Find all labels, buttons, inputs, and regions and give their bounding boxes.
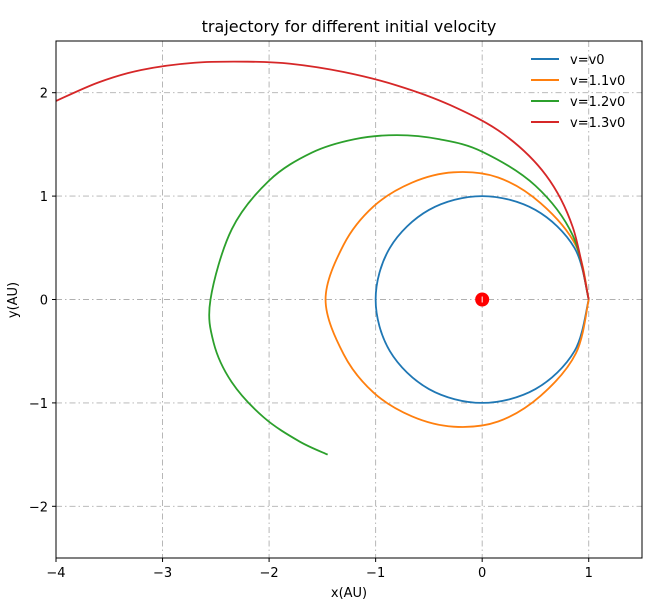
legend-label-v-1-1v0: v=1.1v0 (570, 74, 625, 89)
axis-ticks: −4 −3 −2 −1 0 1 −2 −1 0 1 2 (29, 87, 593, 581)
legend-label-v-1-3v0: v=1.3v0 (570, 116, 625, 131)
series-line-v-1-2v0 (208, 134, 590, 456)
x-tick-label: −2 (260, 566, 279, 581)
x-axis-label: x(AU) (331, 586, 367, 601)
y-tick-label: −1 (29, 397, 48, 412)
series-lines (55, 60, 590, 456)
x-tick-label: 0 (478, 566, 486, 581)
series-line-v-v0 (374, 195, 590, 404)
y-tick-label: 1 (40, 190, 48, 205)
y-tick-label: −2 (29, 500, 48, 515)
y-tick-label: 2 (40, 87, 48, 102)
x-tick-label: 1 (585, 566, 593, 581)
grid-lines (55, 41, 642, 558)
x-tick-label: −4 (46, 566, 65, 581)
chart-title: trajectory for different initial velocit… (202, 17, 497, 36)
y-tick-label: 0 (40, 294, 48, 309)
series-line-v-1-3v0 (55, 60, 590, 300)
x-tick-label: −1 (366, 566, 385, 581)
x-tick-label: −3 (153, 566, 172, 581)
series-line-v-1-1v0 (324, 171, 590, 428)
y-axis-label: y(AU) (6, 282, 21, 318)
legend: v=v0 v=1.1v0 v=1.2v0 v=1.3v0 (531, 53, 625, 131)
legend-label-v-v0: v=v0 (570, 53, 605, 68)
sun-marker-layer (475, 292, 490, 307)
legend-label-v-1-2v0: v=1.2v0 (570, 95, 625, 110)
